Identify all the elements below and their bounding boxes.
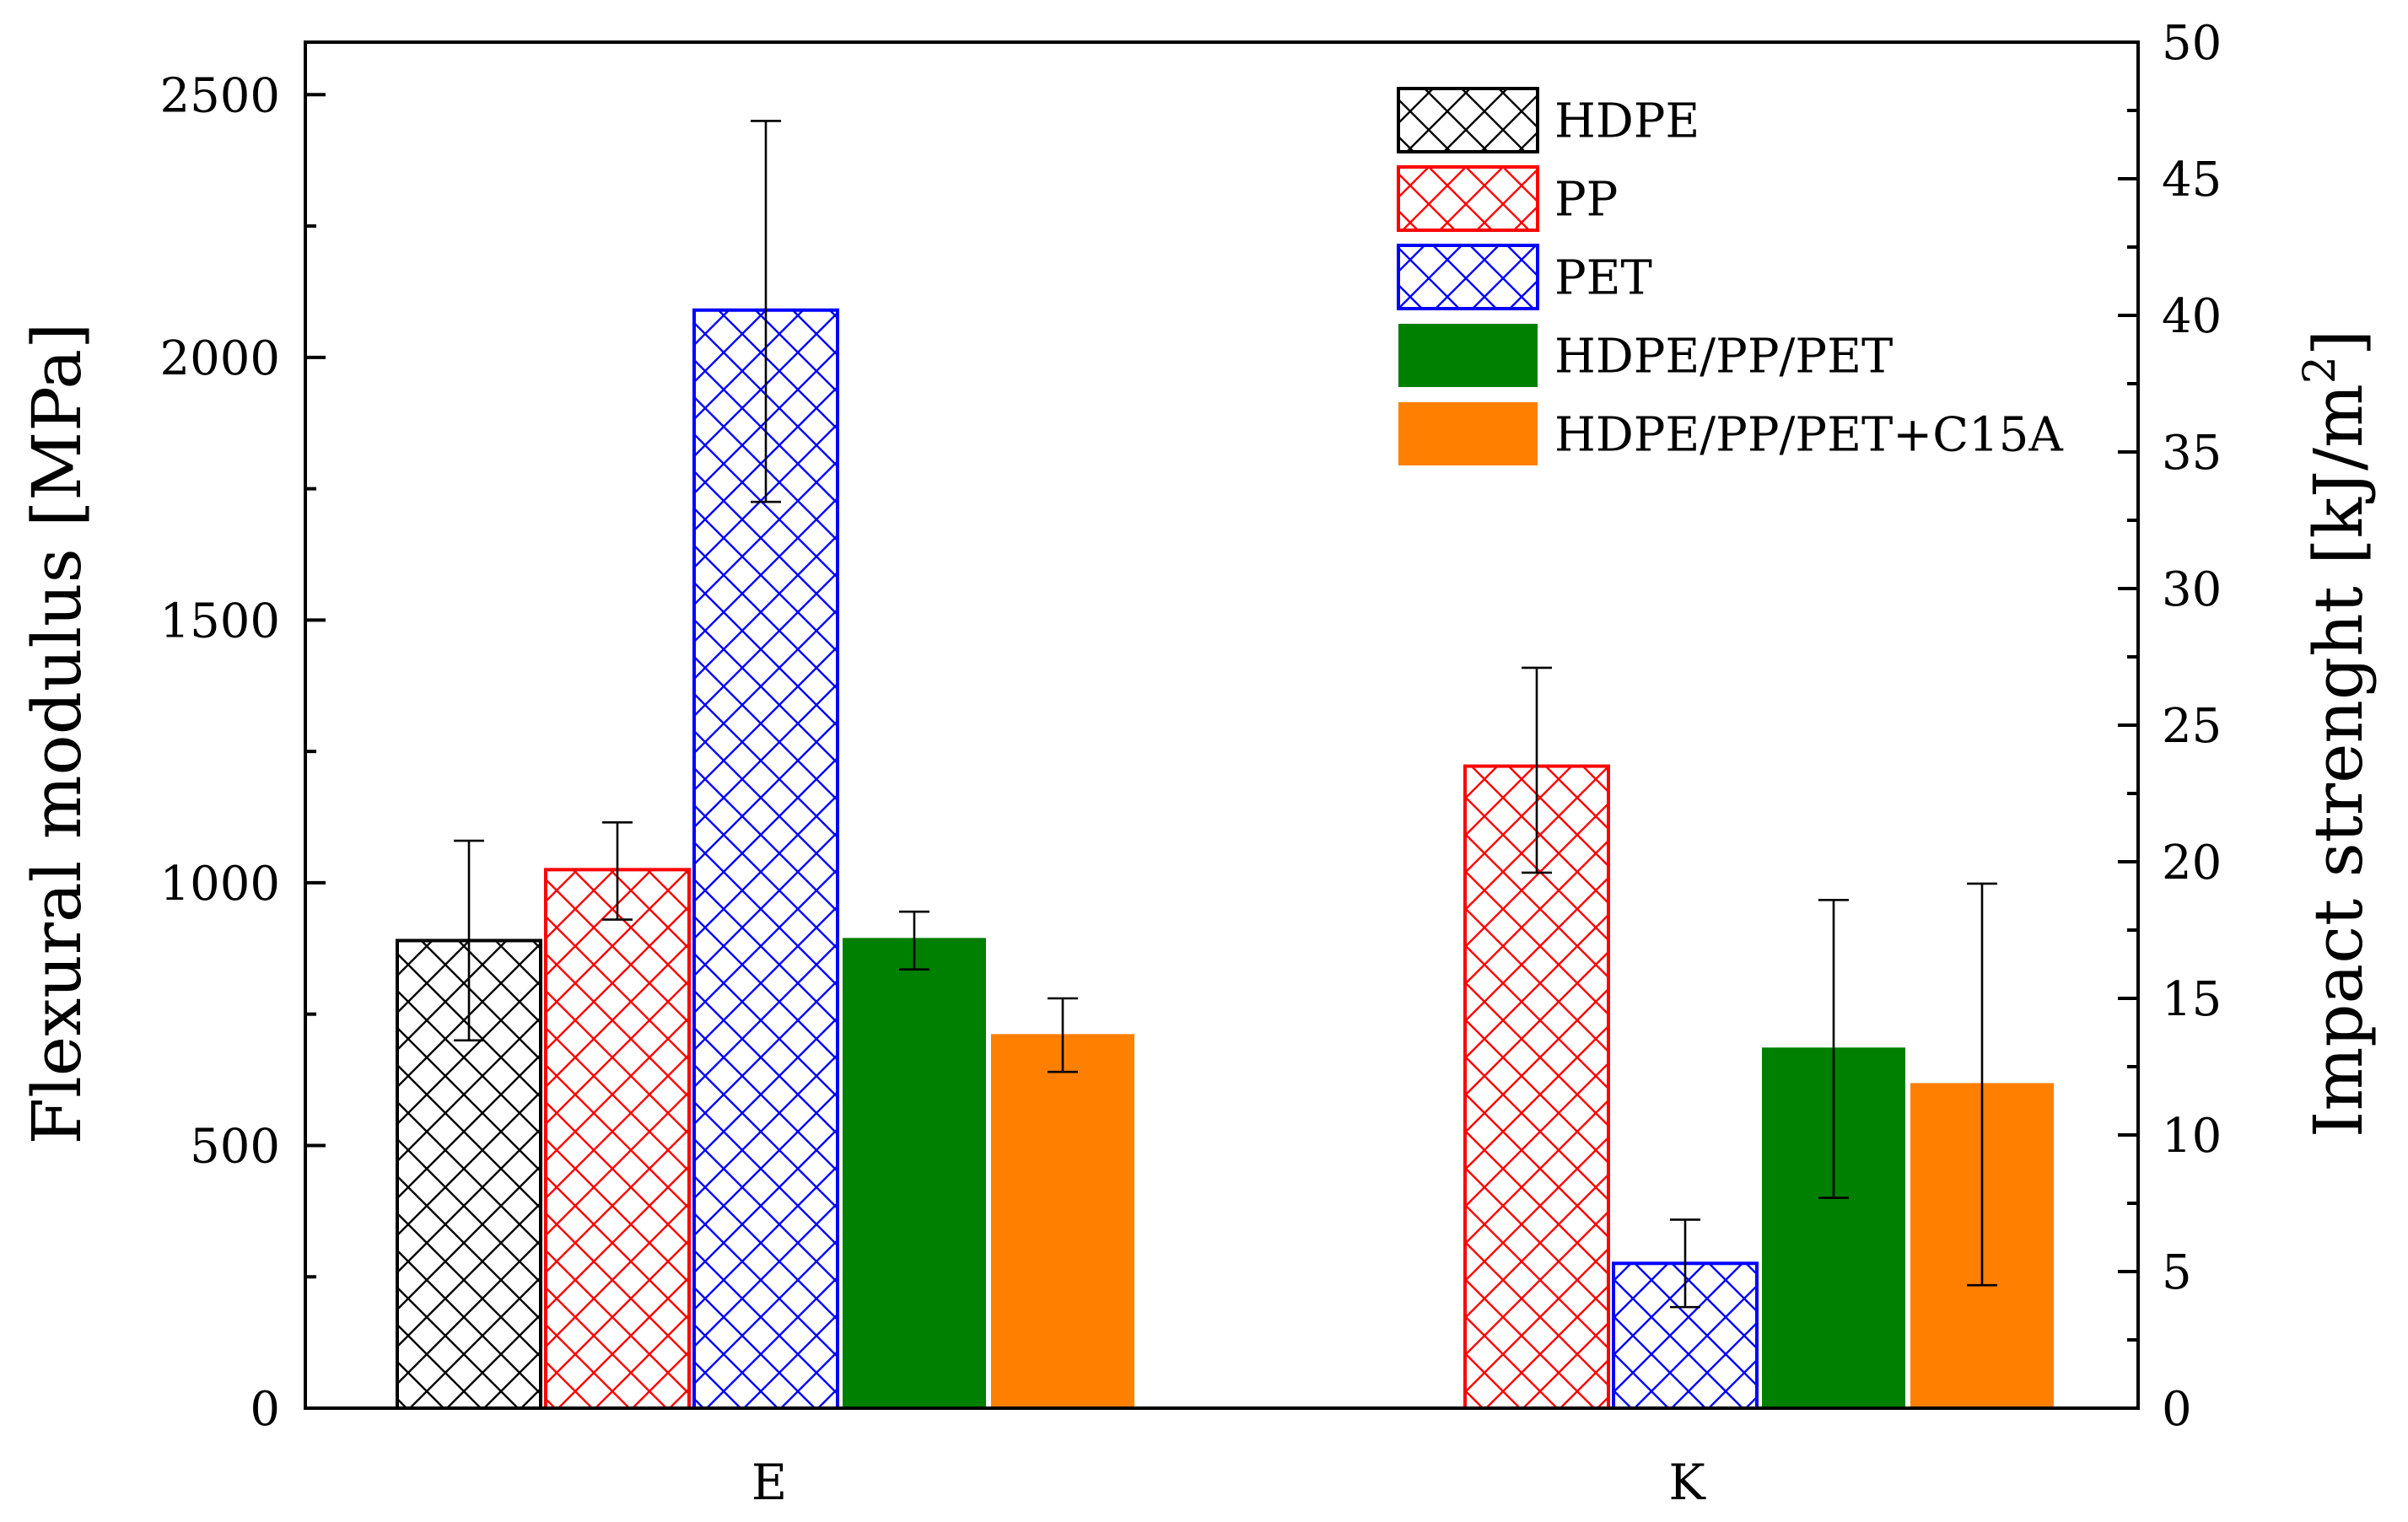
error-bars-layer bbox=[454, 120, 1997, 1309]
left-tick-label: 2500 bbox=[159, 68, 280, 123]
right-tick-label: 45 bbox=[2162, 153, 2222, 207]
legend-swatch bbox=[1397, 165, 1539, 232]
right-tick-label: 10 bbox=[2162, 1109, 2222, 1164]
error-bar-k-pp bbox=[1522, 666, 1552, 874]
legend-label: HDPE bbox=[1554, 94, 1700, 149]
right-tick-label: 50 bbox=[2162, 16, 2222, 71]
legend-label: HDPE/PP/PET+C15A bbox=[1554, 408, 2063, 463]
legend-item-hdpe-pp-pet-c15a: HDPE/PP/PET+C15A bbox=[1398, 402, 2063, 465]
error-bar-e-pp bbox=[602, 820, 633, 921]
legend-label: PET bbox=[1554, 251, 1652, 306]
left-tick-label: 1000 bbox=[159, 857, 280, 912]
left-tick-label: 500 bbox=[190, 1119, 280, 1174]
axes-layer: 0 500 1000 1500 2000 2500 0 5 10 15 20 25 30 35 40 45 50… bbox=[18, 16, 2378, 1511]
legend-swatch bbox=[1397, 244, 1539, 310]
legend: HDPE PP PET HDPE/PP/PET HDPE/PP/PET+C15A bbox=[1397, 87, 2063, 465]
error-bar-e-hdpe bbox=[454, 839, 484, 1042]
left-tick-label: 1500 bbox=[159, 594, 280, 648]
error-bar-e-pet bbox=[751, 120, 781, 503]
legend-label: HDPE/PP/PET bbox=[1554, 330, 1893, 385]
right-tick-label: 30 bbox=[2162, 562, 2222, 617]
legend-item-hdpe: HDPE bbox=[1397, 87, 1700, 153]
legend-label: PP bbox=[1554, 173, 1618, 228]
legend-swatch bbox=[1398, 324, 1538, 387]
legend-item-hdpe-pp-pet: HDPE/PP/PET bbox=[1398, 324, 1893, 387]
bar-e-hdpe-pp-pet-c15a bbox=[991, 1034, 1134, 1408]
bars-layer bbox=[396, 308, 2054, 1411]
error-bar-k-pet bbox=[1670, 1218, 1700, 1309]
legend-swatch bbox=[1398, 402, 1538, 465]
error-bar-k-hdpe-pp-pet bbox=[1818, 899, 1849, 1199]
error-bar-e-hdpe-pp-pet-c15a bbox=[1048, 997, 1078, 1073]
error-bar-e-hdpe-pp-pet bbox=[899, 910, 929, 971]
left-tick-label: 2000 bbox=[159, 331, 280, 386]
right-tick-label: 25 bbox=[2162, 699, 2222, 754]
legend-item-pet: PET bbox=[1397, 244, 1652, 310]
right-tick-label: 35 bbox=[2162, 426, 2222, 481]
left-axis-title: Flexural modulus [MPa] bbox=[18, 323, 96, 1145]
bar-k-pet bbox=[1612, 1261, 1759, 1411]
x-category-label: E bbox=[751, 1454, 787, 1511]
right-tick-label: 0 bbox=[2162, 1382, 2192, 1437]
bar-e-pp bbox=[544, 868, 691, 1411]
right-tick-label: 5 bbox=[2162, 1245, 2192, 1300]
right-tick-label: 20 bbox=[2162, 836, 2222, 890]
legend-item-pp: PP bbox=[1397, 165, 1618, 232]
right-axis-title: Impact strenght [kJ/m2] bbox=[2295, 330, 2378, 1137]
right-tick-label: 40 bbox=[2162, 289, 2222, 344]
x-category-label: K bbox=[1668, 1454, 1706, 1511]
legend-swatch bbox=[1397, 87, 1539, 153]
right-tick-label: 15 bbox=[2162, 972, 2222, 1027]
error-bar-k-hdpe-pp-pet-c15a bbox=[1967, 882, 1997, 1287]
left-tick-label: 0 bbox=[250, 1382, 280, 1437]
bar-e-hdpe-pp-pet bbox=[843, 938, 986, 1408]
